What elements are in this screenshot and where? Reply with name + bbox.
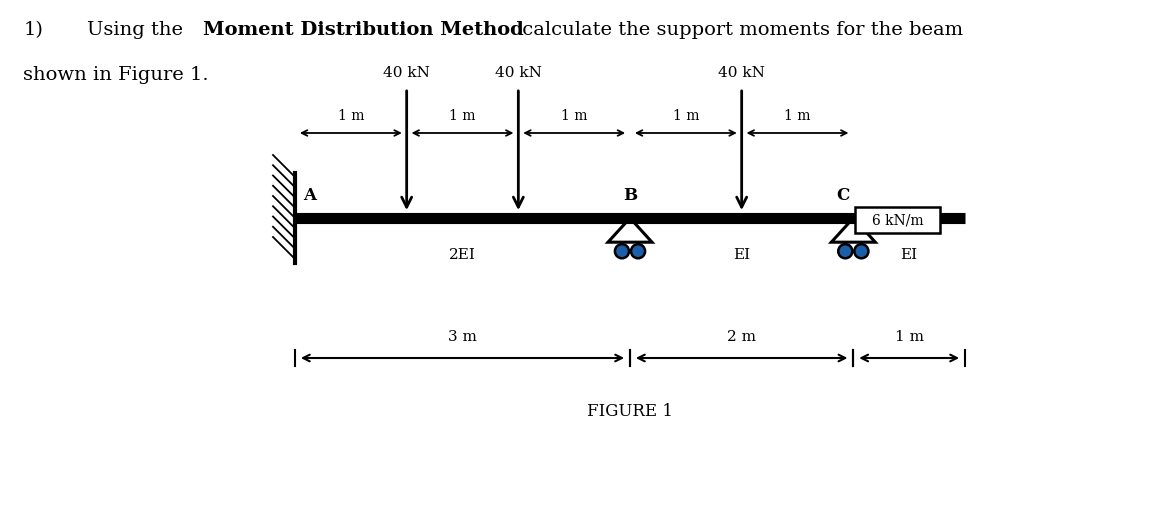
Circle shape (615, 244, 629, 258)
Circle shape (631, 244, 645, 258)
Text: 1 m: 1 m (894, 330, 923, 344)
Text: 2 m: 2 m (727, 330, 756, 344)
Text: 40 kN: 40 kN (718, 66, 766, 80)
Text: 1 m: 1 m (673, 109, 699, 123)
Text: 1 m: 1 m (449, 109, 476, 123)
Text: 3 m: 3 m (448, 330, 477, 344)
Text: 1 m: 1 m (561, 109, 587, 123)
Circle shape (839, 244, 853, 258)
Text: B: B (623, 187, 637, 204)
Text: C: C (836, 187, 849, 204)
Text: 1 m: 1 m (338, 109, 364, 123)
Text: 2EI: 2EI (449, 248, 476, 262)
Text: Using the: Using the (87, 21, 189, 39)
Text: 1 m: 1 m (784, 109, 811, 123)
FancyBboxPatch shape (855, 207, 941, 233)
Text: Moment Distribution Method: Moment Distribution Method (203, 21, 524, 39)
Text: FIGURE 1: FIGURE 1 (587, 403, 673, 420)
Text: A: A (303, 187, 316, 204)
Text: shown in Figure 1.: shown in Figure 1. (23, 66, 209, 84)
Text: EI: EI (733, 248, 751, 262)
Text: calculate the support moments for the beam: calculate the support moments for the be… (516, 21, 963, 39)
Circle shape (854, 244, 869, 258)
Text: EI: EI (900, 248, 918, 262)
Text: 6 kN/m: 6 kN/m (872, 213, 923, 227)
Text: 40 kN: 40 kN (383, 66, 430, 80)
Text: 1): 1) (23, 21, 43, 39)
Text: 40 kN: 40 kN (495, 66, 542, 80)
